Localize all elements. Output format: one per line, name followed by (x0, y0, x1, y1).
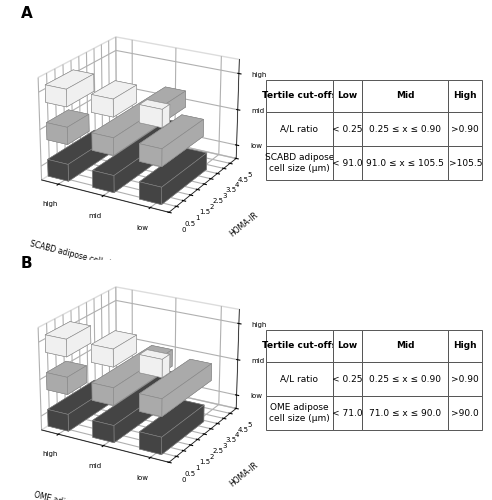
X-axis label: OME adipose cell size: OME adipose cell size (33, 490, 116, 500)
Text: A: A (21, 6, 32, 20)
X-axis label: SCABD adipose cell size: SCABD adipose cell size (29, 239, 120, 270)
Text: B: B (21, 256, 32, 270)
Y-axis label: HOMA-IR: HOMA-IR (228, 460, 260, 488)
Y-axis label: HOMA-IR: HOMA-IR (228, 210, 260, 238)
